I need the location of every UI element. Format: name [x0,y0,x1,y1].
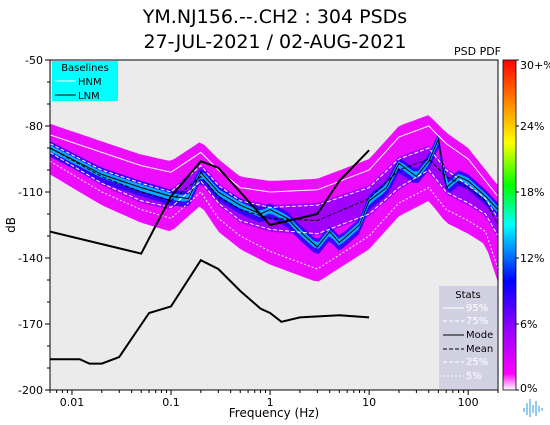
baseline-curves-layer [50,149,370,365]
legend-lnm-label: LNM [78,91,100,102]
density-band-outer [50,115,498,283]
lnm-curve [50,258,370,365]
stats-legend-box [439,286,497,389]
plot-frame [49,59,499,391]
colorbar-tick-label: 18% [520,186,544,199]
psd-pdf-label: PSD PDF [454,45,502,58]
colorbar [502,59,517,391]
legend-hnm-label: HNM [78,77,102,88]
colorbar-tick-label: 12% [520,252,544,265]
chart-title: YM.NJ156.--.CH2 : 304 PSDs [142,6,408,28]
waveform-logo-icon [523,399,543,417]
p95-curve [50,125,498,197]
stats-legend-title: Stats [455,290,481,301]
mode-curve [50,137,498,248]
colorbar-tick-label: 0% [520,382,537,395]
y-axis: -50 -80 -110 -140 -170 -200 [18,54,50,397]
baselines-legend: Baselines HNM LNM [52,61,118,102]
colorbar-ticks: 0% 6% 12% 18% 24% 30+% [516,59,550,395]
p25-curve [50,151,498,237]
y-tick-label: -80 [25,120,43,133]
x-tick-label: 0.1 [162,396,180,409]
y-tick-label: -50 [25,54,43,67]
legend-p95-label: 95% [466,303,488,314]
y-tick-label: -200 [18,384,43,397]
colorbar-tick-label: 30+% [520,59,550,72]
x-tick-label: 10 [362,396,376,409]
legend-mode-label: Mode [466,330,493,341]
x-axis-label: Frequency (Hz) [229,406,320,420]
colorbar-tick-label: 6% [520,318,537,331]
x-tick-label: 0.01 [60,396,85,409]
hnm-curve [50,149,370,255]
density-band-inner [50,132,498,254]
legend-p25-label: 25% [466,357,488,368]
p5-curve [50,160,498,270]
stats-legend: Stats 95% 75% Mode Mean 25% 5% [439,286,497,389]
y-axis-label: dB [4,217,18,233]
x-tick-label: 100 [458,396,479,409]
y-tick-label: -110 [18,186,43,199]
x-tick-label: 1 [267,396,274,409]
baselines-legend-title: Baselines [61,63,109,74]
y-tick-label: -170 [18,318,43,331]
legend-mean-label: Mean [466,344,493,355]
x-axis: 0.01 0.1 1 10 100 [49,390,499,409]
legend-p5-label: 5% [466,371,482,382]
colorbar-tick-label: 24% [520,120,544,133]
legend-p75-label: 75% [466,316,488,327]
y-tick-label: -140 [18,252,43,265]
chart-subtitle: 27-JUL-2021 / 02-AUG-2021 [143,31,407,53]
